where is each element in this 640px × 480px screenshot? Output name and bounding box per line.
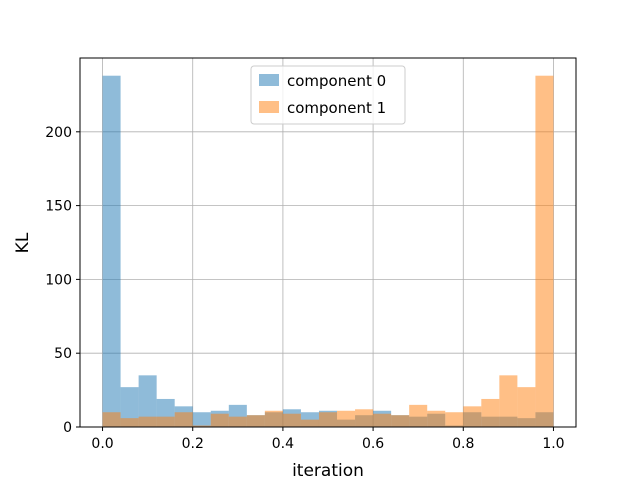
histogram-bar-component-1 <box>300 419 319 427</box>
y-ticks: 0 50 100 150 200 <box>45 125 80 436</box>
legend-box <box>250 65 406 125</box>
y-tick-label: 50 <box>54 346 72 362</box>
histogram-bar-component-1 <box>318 412 338 427</box>
histogram-bar-component-1 <box>156 416 175 427</box>
histogram-bar-component-1 <box>282 413 301 427</box>
histogram-bar-component-1 <box>481 398 500 427</box>
y-tick-label: 200 <box>45 125 72 141</box>
histogram-bar-component-1 <box>535 75 554 427</box>
x-tick-label: 0.2 <box>182 436 204 452</box>
y-tick-label: 0 <box>63 420 72 436</box>
x-tick-label: 0.4 <box>272 436 294 452</box>
x-axis-label: iteration <box>292 461 364 480</box>
y-axis-label: KL <box>13 232 33 253</box>
histogram-bar-component-1 <box>499 375 518 427</box>
x-ticks: 0.0 0.2 0.4 0.6 0.8 1.0 <box>91 427 565 452</box>
histogram-bar-component-1 <box>337 410 356 427</box>
x-tick-label: 0.0 <box>91 436 113 452</box>
y-tick-label: 100 <box>45 272 72 288</box>
legend: component 0 component 1 <box>250 65 406 125</box>
histogram-bar-component-1 <box>120 418 139 427</box>
histogram-bar-component-1 <box>138 416 157 427</box>
histogram-bar-component-1 <box>264 410 283 427</box>
y-tick-label: 150 <box>45 199 72 215</box>
legend-swatch-component-1 <box>259 101 279 113</box>
x-tick-label: 1.0 <box>542 436 564 452</box>
histogram-bar-component-1 <box>192 425 211 427</box>
histogram-bar-component-0 <box>102 75 121 427</box>
x-tick-label: 0.6 <box>362 436 384 452</box>
histogram-bar-component-1 <box>391 415 410 427</box>
histogram-bar-component-1 <box>373 413 392 427</box>
legend-swatch-component-0 <box>259 74 279 86</box>
histogram-bar-component-1 <box>228 416 247 427</box>
histogram-bar-component-1 <box>355 409 374 427</box>
histogram-bar-component-1 <box>409 404 428 427</box>
legend-label-component-0: component 0 <box>287 72 386 90</box>
histogram-bar-component-1 <box>445 412 464 427</box>
histogram-bar-component-1 <box>102 412 121 427</box>
histogram-bar-component-1 <box>174 412 193 427</box>
x-tick-label: 0.8 <box>452 436 474 452</box>
histogram-bar-component-1 <box>463 406 482 427</box>
legend-label-component-1: component 1 <box>287 99 386 117</box>
histogram-bar-component-1 <box>427 410 446 427</box>
histogram-bar-component-1 <box>210 413 229 427</box>
bars-group <box>102 75 554 427</box>
histogram-bar-component-0 <box>192 412 211 427</box>
histogram-bar-component-1 <box>517 387 536 427</box>
histogram-bar-component-0 <box>120 387 139 427</box>
histogram-bar-component-0 <box>138 375 157 427</box>
plot-frame <box>79 57 577 428</box>
histogram-bar-component-1 <box>246 415 265 427</box>
